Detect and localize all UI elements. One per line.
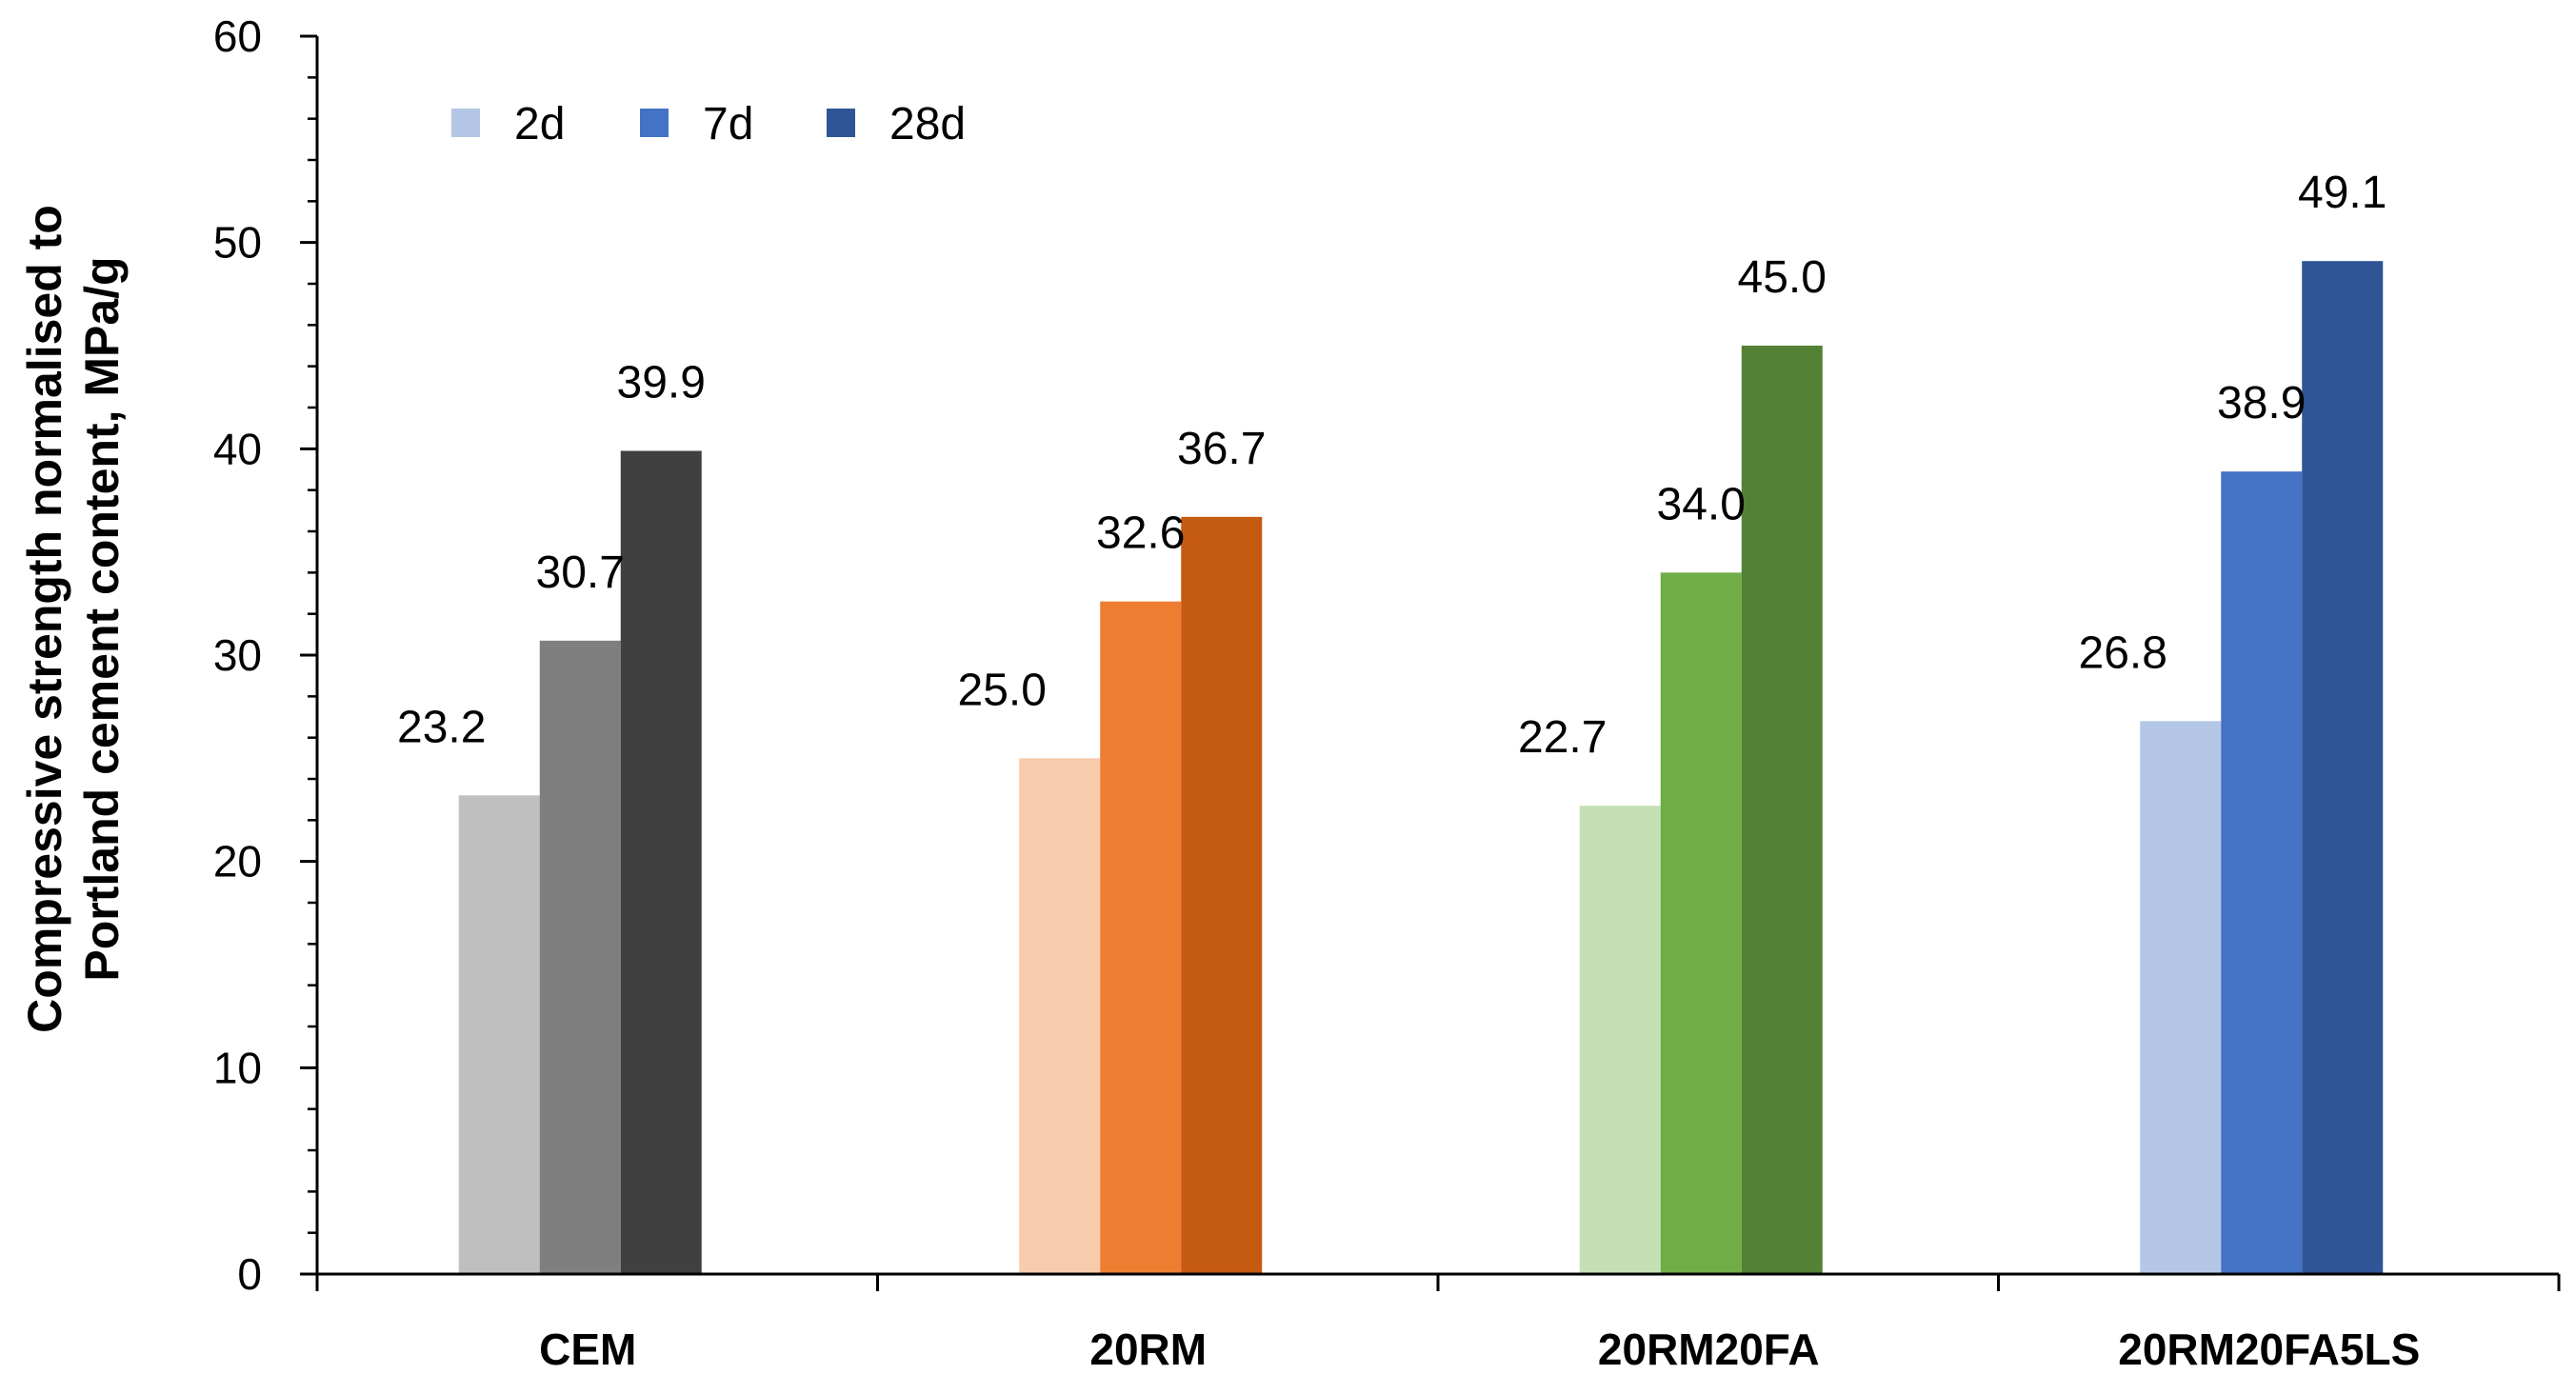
y-tick-label: 30	[213, 630, 262, 680]
y-tick-label: 10	[213, 1043, 262, 1092]
data-label-cem-7d: 30.7	[536, 548, 625, 598]
y-tick-label: 20	[213, 837, 262, 887]
legend-label-2d: 2d	[514, 99, 565, 149]
bar-20rm-2d	[1019, 758, 1101, 1274]
legend-swatch-28d	[827, 109, 855, 137]
bar-20rm20fa5ls-28d	[2302, 261, 2384, 1275]
bar-cem-7d	[539, 640, 621, 1274]
data-label-20rm20fa5ls-7d: 38.9	[2217, 378, 2306, 428]
bar-cem-28d	[620, 450, 702, 1274]
data-label-20rm20fa-2d: 22.7	[1518, 712, 1607, 763]
axes	[315, 36, 2559, 1276]
data-label-20rm20fa-28d: 45.0	[1738, 252, 1827, 303]
bar-cem-2d	[458, 795, 540, 1274]
y-tick-label: 50	[213, 218, 262, 268]
legend-swatch-7d	[640, 109, 669, 137]
legend-swatch-2d	[451, 109, 480, 137]
data-label-cem-28d: 39.9	[617, 358, 706, 409]
data-label-20rm-28d: 36.7	[1177, 424, 1266, 474]
y-tick-label: 0	[237, 1249, 262, 1299]
y-tick-label: 60	[213, 11, 262, 61]
category-labels: CEM 20RM 20RM20FA 20RM20FA5LS	[539, 1325, 2420, 1374]
y-tick-label: 40	[213, 424, 262, 473]
data-label-20rm20fa5ls-2d: 26.8	[2079, 628, 2167, 678]
data-label-20rm20fa5ls-28d: 49.1	[2298, 168, 2386, 218]
legend-label-28d: 28d	[889, 99, 966, 149]
bar-20rm-28d	[1181, 516, 1263, 1274]
bar-series	[458, 261, 2384, 1275]
bar-20rm20fa5ls-7d	[2221, 471, 2303, 1275]
bar-20rm20fa-2d	[1579, 806, 1661, 1274]
legend: 2d 7d 28d	[451, 99, 966, 149]
data-label-20rm-7d: 32.6	[1096, 508, 1185, 559]
legend-label-7d: 7d	[703, 99, 753, 149]
y-axis-title-line-2: Portland cement content, MPa/g	[75, 256, 129, 981]
bar-20rm20fa-7d	[1660, 572, 1742, 1274]
category-label: 20RM	[1089, 1325, 1207, 1374]
category-label: CEM	[539, 1325, 636, 1374]
y-axis-title-line-1: Compressive strength normalised to	[18, 205, 71, 1033]
data-label-cem-2d: 23.2	[397, 702, 486, 752]
data-label-20rm-2d: 25.0	[958, 665, 1047, 715]
y-axis-title: Compressive strength normalised to Portl…	[18, 205, 129, 1033]
y-axis-ticks: 0 10 20 30 40 50 60	[213, 11, 317, 1299]
category-label: 20RM20FA5LS	[2118, 1325, 2420, 1374]
bar-20rm20fa5ls-2d	[2140, 721, 2222, 1274]
x-axis-ticks	[315, 1274, 2561, 1291]
bar-20rm20fa-28d	[1741, 346, 1823, 1274]
data-labels: 23.2 30.7 39.9 25.0 32.6 36.7 22.7 34.0 45.0 26.8…	[397, 168, 2386, 763]
category-label: 20RM20FA	[1598, 1325, 1820, 1374]
data-label-20rm20fa-7d: 34.0	[1657, 479, 1746, 529]
bar-20rm-7d	[1100, 601, 1182, 1274]
